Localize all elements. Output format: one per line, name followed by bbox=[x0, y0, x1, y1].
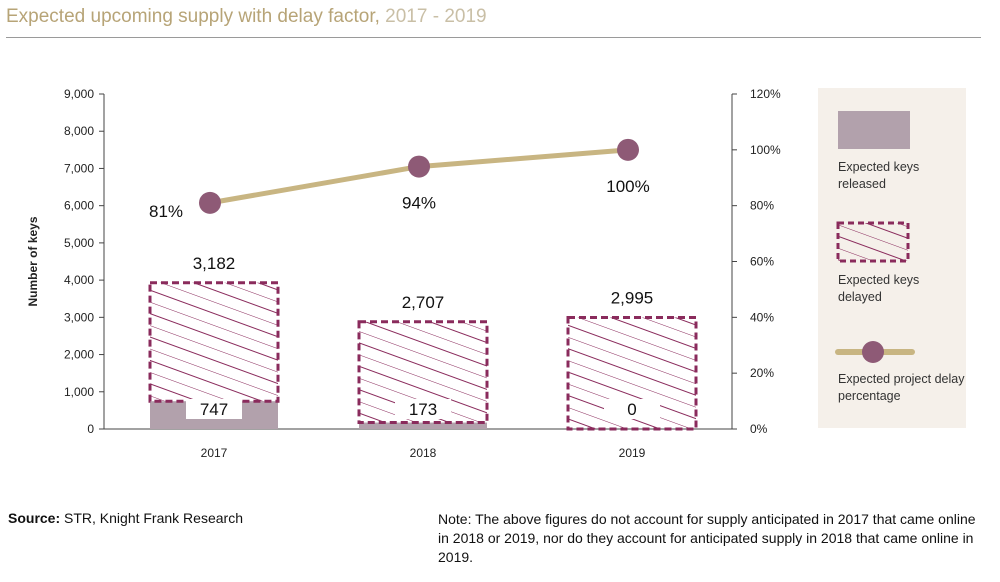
legend-label-line-2: percentage bbox=[838, 389, 901, 403]
y-axis-title: Number of keys bbox=[26, 216, 40, 306]
legend-label-delayed-2: delayed bbox=[838, 290, 882, 304]
y-tick-label: 1,000 bbox=[64, 385, 94, 399]
source-line: Source: STR, Knight Frank Research bbox=[8, 510, 243, 526]
x-tick-label: 2017 bbox=[201, 446, 228, 460]
legend-label-line-1: Expected project delay bbox=[838, 372, 965, 386]
chart-title-main: Expected upcoming supply with delay fact… bbox=[6, 6, 380, 27]
bar-released-label-bg bbox=[604, 399, 660, 419]
bar-released-label-bg bbox=[186, 399, 242, 419]
y-tick-label: 8,000 bbox=[64, 124, 94, 138]
legend-swatch-marker bbox=[862, 341, 884, 363]
bar-released-label: 747 bbox=[200, 400, 228, 419]
legend-label-released-2: released bbox=[838, 177, 886, 191]
y2-tick-label: 20% bbox=[750, 366, 774, 380]
y2-tick-label: 60% bbox=[750, 255, 774, 269]
x-tick-label: 2019 bbox=[619, 446, 646, 460]
delay-marker bbox=[617, 138, 639, 161]
y2-tick-label: 120% bbox=[750, 87, 781, 101]
bar-delayed bbox=[148, 281, 280, 403]
delay-label: 100% bbox=[606, 177, 649, 196]
legend-label-released-1: Expected keys bbox=[838, 160, 919, 174]
chart-title-years: 2017 - 2019 bbox=[385, 6, 487, 27]
delay-label: 81% bbox=[149, 202, 183, 221]
y-tick-label: 4,000 bbox=[64, 273, 94, 287]
chart-svg: 0 1,000 2,000 3,000 4,000 5,000 6,000 7,000 8,00… bbox=[26, 87, 966, 460]
source-text: STR, Knight Frank Research bbox=[64, 510, 243, 526]
y-tick-label: 7,000 bbox=[64, 161, 94, 175]
bar-delayed-label: 3,182 bbox=[193, 254, 236, 273]
legend-swatch-delayed bbox=[836, 221, 910, 263]
y-tick-label: 5,000 bbox=[64, 236, 94, 250]
bar-delayed-label: 2,707 bbox=[402, 293, 445, 312]
chart-title: Expected upcoming supply with delay fact… bbox=[6, 6, 487, 28]
x-tick-label: 2018 bbox=[410, 446, 437, 460]
legend-swatch-released bbox=[838, 111, 910, 149]
title-divider bbox=[6, 37, 981, 38]
bar-released-label: 173 bbox=[409, 400, 437, 419]
delay-label: 94% bbox=[402, 194, 436, 213]
y-tick-label: 6,000 bbox=[64, 199, 94, 213]
y-tick-label: 9,000 bbox=[64, 87, 94, 101]
bar-released bbox=[359, 422, 487, 429]
y2-tick-label: 100% bbox=[750, 143, 781, 157]
y2-tick-label: 0% bbox=[750, 422, 768, 436]
bar-released-label-bg bbox=[395, 399, 451, 419]
source-label: Source: bbox=[8, 510, 61, 526]
delay-marker bbox=[199, 191, 221, 214]
y2-tick-label: 40% bbox=[750, 310, 774, 324]
y-tick-label: 3,000 bbox=[64, 310, 94, 324]
y2-tick-label: 80% bbox=[750, 199, 774, 213]
delay-marker bbox=[408, 155, 430, 178]
footnote: Note: The above figures do not account f… bbox=[438, 511, 976, 565]
bar-released-label: 0 bbox=[627, 400, 636, 419]
y-tick-label: 0 bbox=[87, 422, 94, 436]
y-tick-label: 2,000 bbox=[64, 348, 94, 362]
bar-delayed-label: 2,995 bbox=[611, 289, 654, 308]
legend-label-delayed-1: Expected keys bbox=[838, 273, 919, 287]
